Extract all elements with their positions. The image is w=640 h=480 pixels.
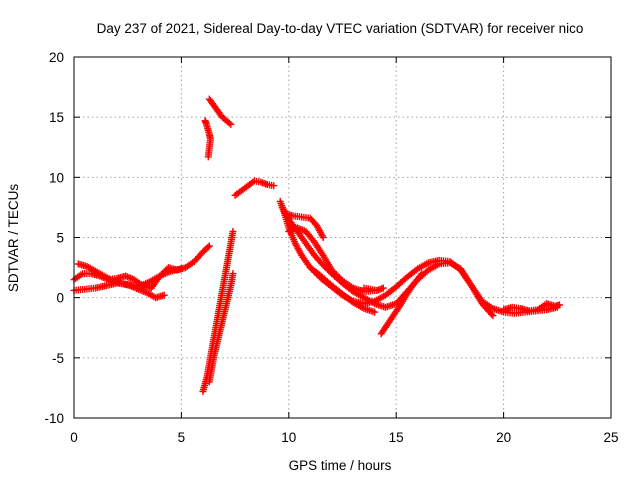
point-trail (404, 266, 420, 280)
data-point (270, 182, 278, 190)
point-trail (219, 302, 230, 324)
point-trail (212, 302, 224, 330)
point-trail (411, 271, 425, 287)
series-arc-n (377, 270, 426, 338)
point-trail (415, 260, 431, 272)
point-trail (308, 265, 323, 279)
point-trail (385, 312, 397, 327)
point-trail (329, 283, 345, 297)
x-tick-label: 15 (389, 430, 404, 445)
data-point (555, 301, 563, 309)
x-tick-label: 0 (70, 430, 78, 445)
y-tick-label: 20 (49, 50, 64, 65)
point-trail (158, 268, 173, 279)
x-tick-label: 25 (603, 430, 618, 445)
series-arc-o (360, 284, 387, 294)
point-trail (199, 374, 211, 394)
plot-frame (73, 56, 612, 419)
point-trail (223, 284, 234, 306)
x-tick-label: 20 (496, 430, 511, 445)
point-trail (373, 300, 388, 311)
point-trail (145, 290, 158, 301)
series-arc-k (281, 209, 327, 241)
point-trail (295, 229, 309, 246)
y-tick-label: -10 (44, 411, 64, 426)
point-trail (362, 305, 377, 316)
data-point (227, 120, 235, 128)
series-arc-f (205, 95, 235, 128)
y-tick-label: 15 (49, 110, 64, 125)
x-axis-label: GPS time / hours (289, 458, 392, 473)
point-trail (303, 229, 317, 245)
x-tick-label: 5 (178, 430, 186, 445)
data-point (371, 308, 379, 316)
y-tick-label: 5 (56, 231, 64, 246)
point-trail (72, 271, 85, 282)
y-axis-label: SDTVAR / TECUs (6, 184, 21, 293)
series-arc-h (231, 177, 278, 199)
point-trail (282, 210, 295, 219)
x-tick-label: 10 (281, 430, 296, 445)
data-point (160, 291, 168, 299)
point-trail (200, 243, 212, 255)
point-trail (329, 268, 345, 283)
point-trail (404, 282, 416, 296)
point-trail (221, 254, 232, 282)
series-arc-p (500, 300, 563, 315)
point-trail (340, 278, 355, 291)
point-trail (351, 299, 366, 311)
point-trail (426, 261, 441, 273)
chart-title: Day 237 of 2021, Sidereal Day-to-day VTE… (97, 21, 584, 36)
data-points (70, 95, 563, 396)
series-arc-c (70, 265, 185, 294)
point-trail (168, 265, 184, 275)
point-trail (391, 302, 403, 317)
y-tick-label: -5 (52, 351, 64, 366)
point-trail (147, 273, 162, 285)
point-trail (383, 300, 398, 311)
point-trail (362, 295, 377, 307)
point-trail (398, 292, 410, 307)
point-trail (125, 281, 141, 290)
point-trail (136, 279, 151, 290)
point-trail (227, 272, 237, 288)
series-arc-e (205, 270, 237, 386)
series-arc-l (285, 224, 379, 296)
data-point (229, 227, 237, 235)
data-point (205, 242, 213, 250)
grid (74, 57, 611, 418)
y-tick-label: 0 (56, 291, 64, 306)
point-trail (225, 229, 237, 258)
axis-ticks: 0 5 10 15 20 25 -10 -5 0 5 10 15 20 (44, 50, 618, 445)
point-trail (210, 338, 221, 360)
data-point (328, 266, 336, 274)
data-point (418, 270, 426, 278)
data-point (489, 312, 497, 320)
data-point (204, 153, 212, 161)
data-point (319, 234, 327, 241)
series-arc-m (306, 264, 379, 316)
point-trail (320, 253, 335, 272)
series-arc-g (201, 117, 214, 161)
point-trail (204, 137, 214, 159)
data-point (379, 284, 387, 292)
data-point (177, 265, 185, 273)
data-point (229, 270, 237, 278)
y-tick-label: 10 (49, 170, 64, 185)
point-trail (102, 273, 115, 284)
point-trail (295, 225, 308, 235)
